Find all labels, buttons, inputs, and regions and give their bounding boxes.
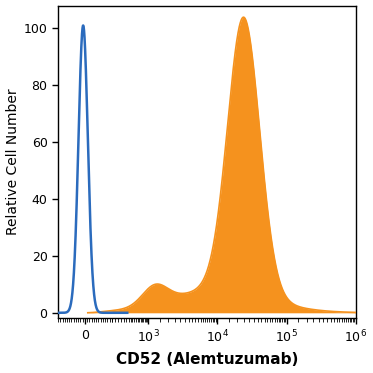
X-axis label: CD52 (Alemtuzumab): CD52 (Alemtuzumab) [116,352,298,367]
Y-axis label: Relative Cell Number: Relative Cell Number [6,89,19,235]
